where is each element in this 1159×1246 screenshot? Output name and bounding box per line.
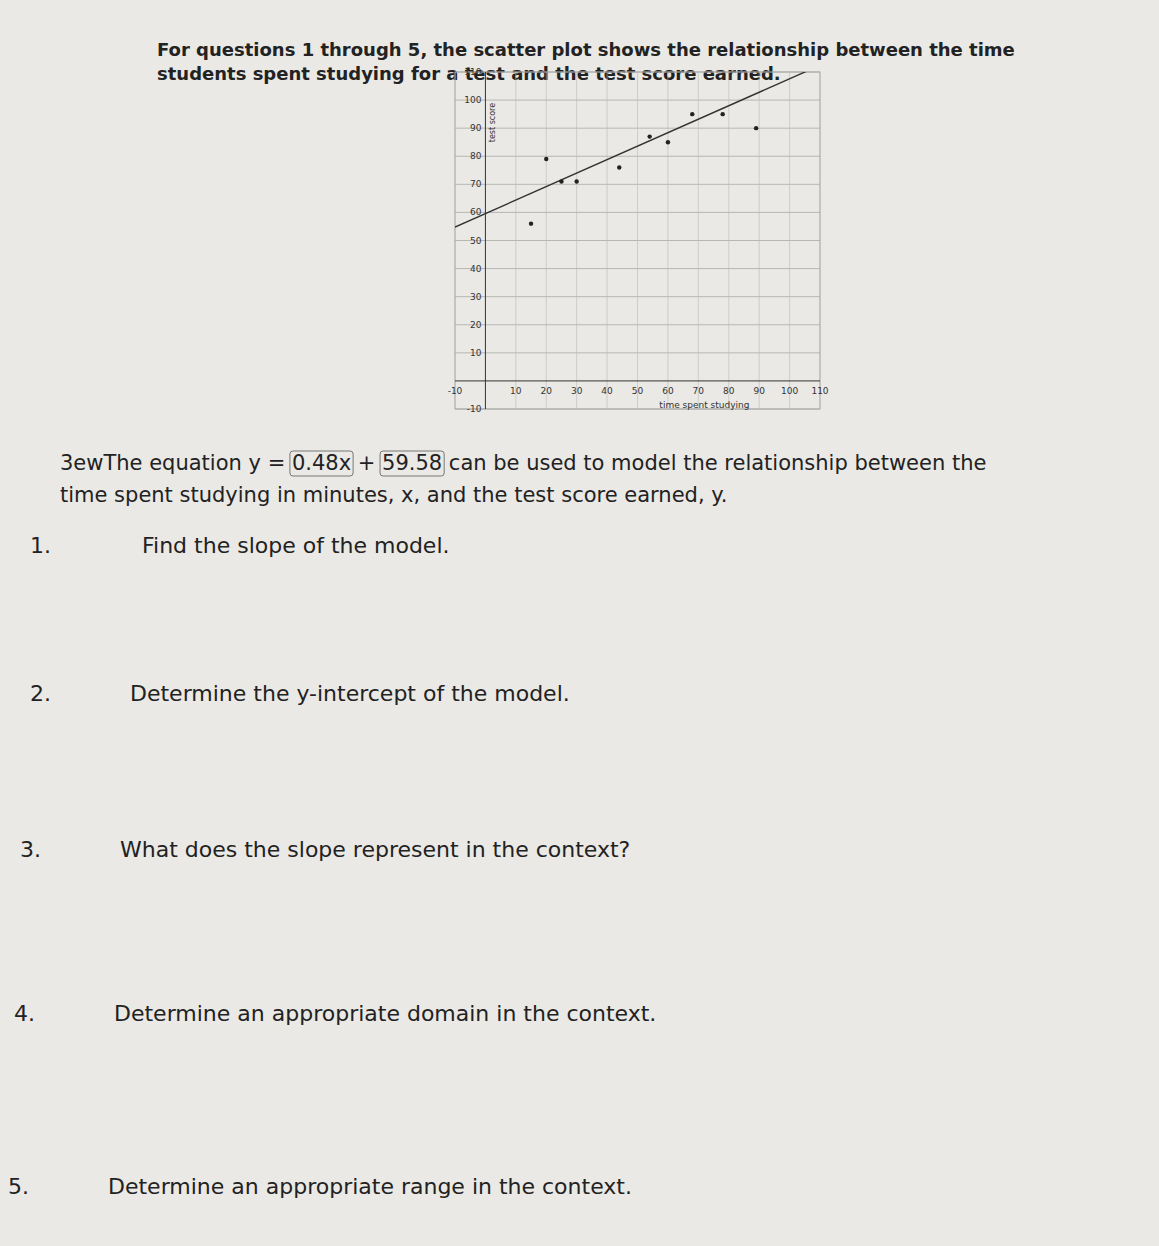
scatter-point (617, 165, 621, 169)
grid-line-x (515, 72, 516, 409)
question-number: 2. (30, 681, 51, 706)
scatter-point (754, 126, 758, 130)
equation-line-2: time spent studying in minutes, x, and t… (60, 483, 727, 507)
page: For questions 1 through 5, the scatter p… (0, 0, 1159, 1246)
x-tick-label: 20 (541, 386, 553, 396)
x-tick-label: 70 (693, 386, 705, 396)
y-tick-label: 30 (470, 292, 482, 302)
y-axis (485, 72, 486, 409)
grid-line-x (759, 72, 760, 409)
y-tick-label: 80 (470, 151, 482, 161)
paper (0, 0, 1159, 1246)
y-tick-label: 20 (470, 320, 482, 330)
question-number: 5. (8, 1174, 29, 1199)
question-text: Determine the y-intercept of the model. (130, 681, 570, 706)
scatter-point (666, 140, 670, 144)
equation-lead: 3ewThe equation (60, 451, 249, 475)
question-number: 1. (30, 533, 51, 558)
y-tick-label: 10 (470, 348, 482, 358)
grid-line-x (637, 72, 638, 409)
grid-line-x (576, 72, 577, 409)
x-tick-label: 80 (723, 386, 735, 396)
grid-line-x (546, 72, 547, 409)
grid-line-x (820, 72, 821, 409)
scatter-point (720, 112, 724, 116)
answer-box (290, 451, 353, 476)
answer-box (380, 451, 444, 476)
x-tick-label: 100 (781, 386, 798, 396)
x-axis-label: time spent studying (659, 400, 749, 410)
grid-line-x (607, 72, 608, 409)
x-tick-label: 40 (601, 386, 613, 396)
x-tick-label: 10 (510, 386, 522, 396)
header-line: students spent studying for a test and t… (157, 63, 781, 84)
x-tick-label: 50 (632, 386, 644, 396)
equation-term2: 59.58 (382, 451, 442, 475)
grid-line-x (667, 72, 668, 409)
data-group (455, 72, 820, 227)
grid-line-x (789, 72, 790, 409)
header-line: For questions 1 through 5, the scatter p… (157, 39, 1015, 60)
x-tick-label: 30 (571, 386, 583, 396)
scatter-point (544, 157, 548, 161)
scatter-point (529, 221, 533, 225)
grid-line-x (698, 72, 699, 409)
equation-rest1: can be used to model the relationship be… (442, 451, 986, 475)
y-tick-label: 50 (470, 236, 482, 246)
y-tick-label: 110 (464, 67, 481, 77)
x-tick-label: 110 (811, 386, 828, 396)
question-number: 3. (20, 837, 41, 862)
equation-line: 3ewThe equation y = 0.48x + 59.58 can be… (60, 451, 986, 475)
question-text: Determine an appropriate domain in the c… (114, 1001, 656, 1026)
y-tick-label: 70 (470, 179, 482, 189)
y-tick-label: 40 (470, 264, 482, 274)
x-tick-label: -10 (448, 386, 463, 396)
trend-line (455, 72, 820, 227)
chart: -10 10 20 30 40 50 60 70 80 90 100 110 -10 10 20 30 40 50… (448, 65, 829, 414)
grid-line-x (455, 72, 456, 409)
scatter-point (574, 179, 578, 183)
y-axis-label: test score (488, 103, 497, 142)
x-axis (455, 380, 820, 381)
question-number: 4. (14, 1001, 35, 1026)
y-tick-label: -10 (467, 404, 482, 414)
equation-term1: 0.48x (292, 451, 351, 475)
y-tick-label: 100 (464, 95, 481, 105)
scatter-point (690, 112, 694, 116)
y-tick-label: 90 (470, 123, 482, 133)
scatter-point (559, 179, 563, 183)
grid-line-x (728, 72, 729, 409)
plot-frame (455, 72, 820, 409)
question-text: Find the slope of the model. (142, 533, 449, 558)
question-text: Determine an appropriate range in the co… (108, 1174, 632, 1199)
scatter-point (647, 134, 651, 138)
x-tick-label: 60 (662, 386, 674, 396)
x-tick-label: 90 (753, 386, 765, 396)
question-text: What does the slope represent in the con… (120, 837, 630, 862)
equation-plus: + (351, 451, 382, 475)
equation-lhs: y = (249, 451, 292, 475)
